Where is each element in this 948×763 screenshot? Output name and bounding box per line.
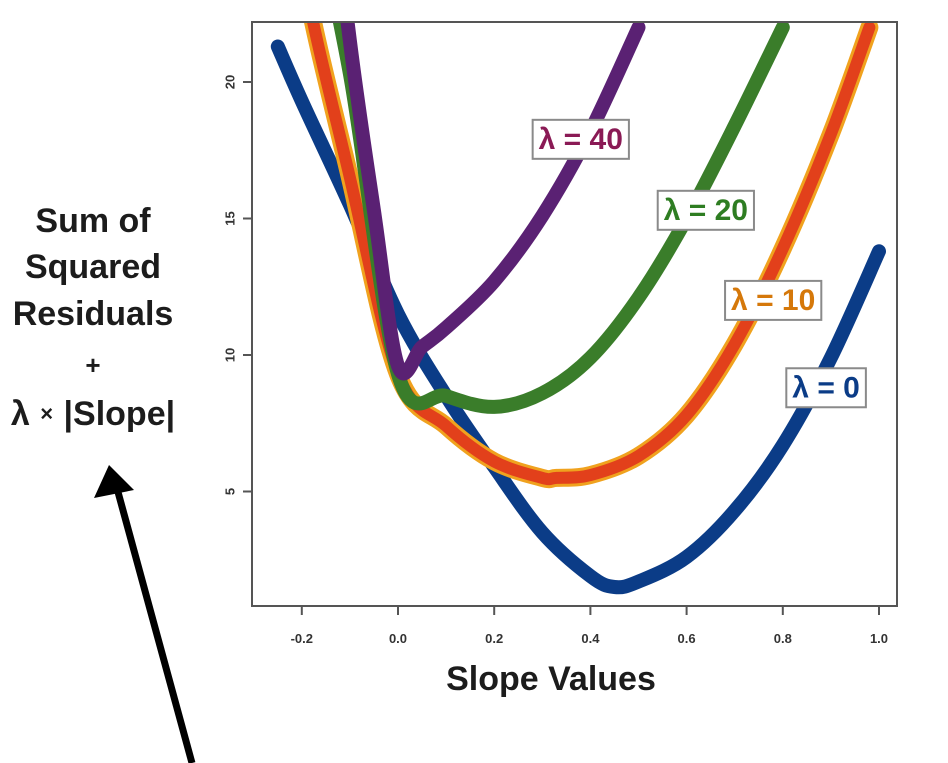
series-label-0: λ = 0 [785,367,867,409]
x-tick-label: 0.6 [678,631,696,646]
series-label-box [656,189,755,231]
y-axis-label-times: × [40,401,53,426]
series-layer [270,22,886,595]
y-axis-label-line-3: Residuals [13,295,174,333]
y-tick-label: 20 [223,75,238,89]
y-axis-label-lambda: λ [11,395,30,433]
series-label-box [531,118,630,160]
y-axis-label-line-5: λ × |Slope| [11,395,175,433]
y-axis-label-line-2: Squared [25,248,161,286]
y-axis-label: Sum of Squared Residuals + λ × |Slope| [11,202,175,433]
series-label-box [785,367,867,409]
series-label-text: λ = 10 [731,284,815,317]
y-axis-label-line-1: Sum of [35,202,151,240]
series-label-1: λ = 10 [724,279,823,321]
x-axis-label: Slope Values [446,660,656,698]
series-label-layer: λ = 0 λ = 10 λ = 20 λ = 40 [531,118,867,409]
series-line-1 [306,22,876,486]
x-tick-label: 0.4 [581,631,600,646]
x-tick-label: 0.0 [389,631,407,646]
annotation-arrow [94,465,196,763]
series-label-text: λ = 20 [664,194,748,227]
x-tick-label: 0.8 [774,631,792,646]
y-tick-label: 15 [223,211,238,225]
arrow-shaft [114,491,196,763]
series-label-2: λ = 20 [656,189,755,231]
plot-frame [251,21,898,607]
y-axis-label-term: |Slope| [64,395,176,433]
x-tick-label: 0.2 [485,631,503,646]
series-line-3 [340,22,646,381]
y-tick-label: 10 [223,348,238,362]
arrow-head [94,465,134,498]
x-tick-label: -0.2 [291,631,313,646]
tick-layer: -0.2 0.0 0.2 0.4 0.6 0.8 1.0 5 10 15 20 [223,75,889,646]
y-axis-label-line-4: + [85,350,100,380]
y-tick-label: 5 [223,488,238,495]
series-label-box [724,279,823,321]
x-tick-label: 1.0 [870,631,888,646]
series-label-text: λ = 0 [792,371,860,404]
series-label-3: λ = 40 [531,118,630,160]
series-label-text: λ = 40 [539,123,623,156]
